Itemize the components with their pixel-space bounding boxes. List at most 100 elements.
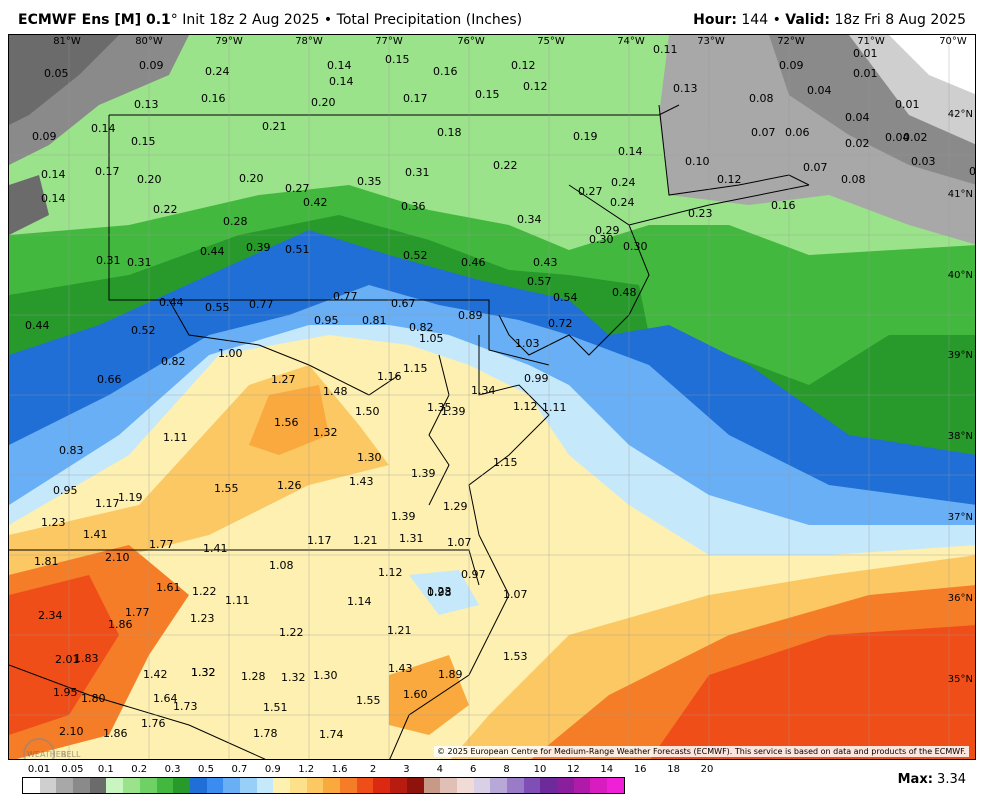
precip-value: 1.05	[419, 332, 444, 345]
colorbar-swatch	[390, 778, 407, 793]
precip-value: 0.31	[96, 254, 121, 267]
latitude-label: 36°N	[948, 593, 973, 604]
precip-value: 0.14	[41, 168, 66, 181]
copyright-notice: © 2025 European Centre for Medium-Range …	[434, 746, 969, 757]
precip-value: 0.02	[903, 131, 928, 144]
precip-value: 0.83	[59, 444, 84, 457]
precip-value: 1.64	[153, 692, 178, 705]
colorbar-swatch	[573, 778, 591, 793]
precip-value: 1.11	[542, 401, 567, 414]
precip-value: 0.39	[246, 241, 271, 254]
precip-value: 0.16	[201, 92, 226, 105]
init-time: Init 18z 2 Aug 2025	[182, 12, 320, 28]
precip-value: 1.23	[41, 516, 66, 529]
precip-value: 0.09	[779, 59, 804, 72]
precip-value: 0.14	[91, 122, 116, 135]
point-values: 0.05 0.09 0.24 0.14 0.15 0.16 0.12 0.11 0.09 0.01…	[25, 43, 975, 741]
latitude-label: 42°N	[948, 109, 973, 120]
precip-value: 0.14	[329, 75, 354, 88]
precip-value: 0.35	[357, 175, 382, 188]
colorbar-swatch	[239, 778, 257, 793]
precip-value: 0.81	[362, 314, 387, 327]
precip-value: 1.32	[191, 666, 216, 679]
colorbar-swatch	[206, 778, 224, 793]
precip-value: 0.14	[327, 59, 352, 72]
colorbar-swatch	[306, 778, 324, 793]
colorbar-label: 0.9	[264, 764, 281, 775]
precip-value: 0.98	[427, 586, 452, 599]
colorbar-swatch	[106, 778, 124, 793]
precip-value: 1.39	[411, 467, 436, 480]
colorbar-label: 0.7	[231, 764, 248, 775]
precip-value: 1.30	[313, 669, 338, 682]
precip-value: 1.39	[391, 510, 416, 523]
precip-value: 0.66	[97, 373, 122, 386]
latitude-label: 41°N	[948, 189, 973, 200]
precip-value: 1.86	[108, 618, 133, 631]
header-bar: ECMWF Ens [M] 0.1° Init 18z 2 Aug 2025 •…	[0, 0, 984, 34]
precip-value: 0.01	[853, 47, 878, 60]
precip-value: 0.57	[527, 275, 552, 288]
colorbar-swatch	[256, 778, 274, 793]
precip-value: 1.21	[353, 534, 378, 547]
hour-value: 144	[741, 12, 769, 28]
precip-value: 1.17	[307, 534, 332, 547]
hour-label: Hour:	[693, 12, 737, 28]
precip-value: 0.05	[44, 67, 69, 80]
colorbar-swatch	[189, 778, 207, 793]
colorbar-label: 6	[470, 764, 477, 775]
precip-value: 1.56	[274, 416, 299, 429]
longitude-label: 80°W	[135, 36, 163, 47]
valid-value: 18z Fri 8 Aug 2025	[834, 12, 966, 28]
precip-value: 0.21	[262, 120, 287, 133]
county-lines	[9, 35, 975, 759]
precip-value: 0.24	[610, 196, 635, 209]
colorbar-label: 2	[369, 764, 377, 775]
precip-value: 1.32	[281, 671, 306, 684]
colorbar-label: 1.6	[331, 764, 348, 775]
longitude-label: 77°W	[375, 36, 403, 47]
precip-value: 0.54	[553, 291, 578, 304]
precip-value: 1.80	[81, 692, 106, 705]
colorbar-swatch	[607, 778, 624, 793]
precip-value: 1.26	[277, 479, 302, 492]
precip-value: 1.34	[471, 384, 496, 397]
latitude-label: 38°N	[948, 431, 973, 442]
precip-value: 0.03	[911, 155, 936, 168]
colorbar-swatch	[139, 778, 157, 793]
colorbar-swatch	[473, 778, 491, 793]
precip-value: 1.30	[357, 451, 382, 464]
precip-value: 1.55	[214, 482, 239, 495]
precip-value: 1.41	[83, 528, 108, 541]
colorbar-label: 0.01	[27, 764, 51, 775]
colorbar-swatch	[273, 778, 290, 793]
precip-value: 0.95	[314, 314, 339, 327]
precip-value: 0.08	[841, 173, 866, 186]
longitude-label: 81°W	[53, 36, 81, 47]
longitude-label: 70°W	[939, 36, 967, 47]
precip-value: 0.16	[433, 65, 458, 78]
precip-value: 0.22	[153, 203, 178, 216]
precipitation-map: 81°W 80°W 79°W 78°W 77°W 76°W 75°W 74°W 73°W 72°W…	[8, 34, 976, 760]
precip-value: 1.15	[493, 456, 518, 469]
precip-value: 1.43	[349, 475, 374, 488]
colorbar-label: 4	[436, 764, 443, 775]
precip-value: 0.43	[533, 256, 558, 269]
precip-value: 0.22	[493, 159, 518, 172]
colorbar-swatch	[440, 778, 457, 793]
latitude-label: 39°N	[948, 350, 973, 361]
longitude-label: 79°W	[215, 36, 243, 47]
precip-value: 1.95	[53, 686, 78, 699]
latitude-label: 35°N	[948, 674, 973, 685]
colorbar-swatch	[290, 778, 307, 793]
precip-value: 1.21	[387, 624, 412, 637]
precip-value: 0.27	[285, 182, 310, 195]
precip-shading	[9, 35, 975, 759]
colorbar-swatch	[506, 778, 524, 793]
precip-value: 0.67	[391, 297, 416, 310]
precip-value: 0.31	[405, 166, 430, 179]
header-valid: Hour: 144 • Valid: 18z Fri 8 Aug 2025	[693, 12, 966, 28]
colorbar-swatch	[590, 778, 608, 793]
colorbar-label: 1.2	[298, 764, 315, 775]
precip-value: 0.14	[41, 192, 66, 205]
